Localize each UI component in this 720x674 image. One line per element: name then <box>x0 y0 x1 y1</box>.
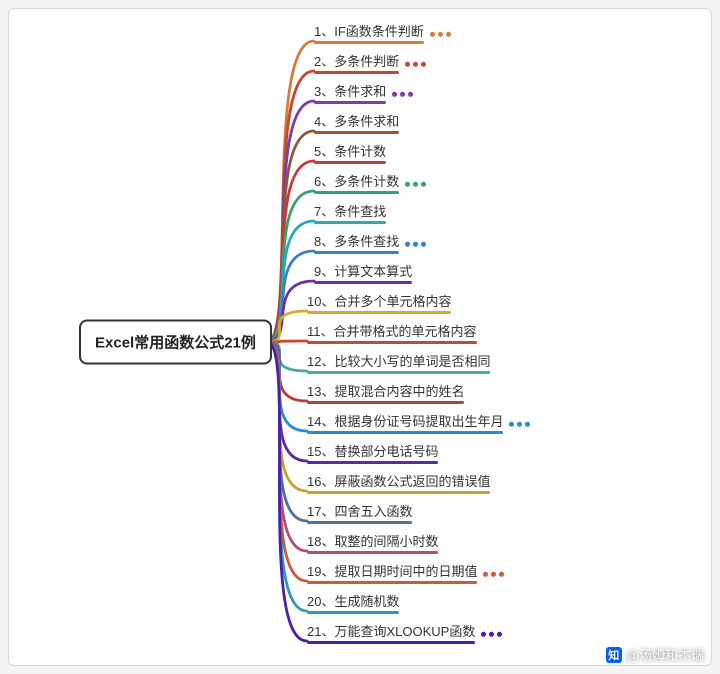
leaf-underline <box>307 401 464 404</box>
leaf-node[interactable]: 21、万能查询XLOOKUP函数 <box>307 624 475 644</box>
leaf-node[interactable]: 15、替换部分电话号码 <box>307 444 438 464</box>
leaf-underline <box>314 71 399 74</box>
leaf-node[interactable]: 17、四舍五入函数 <box>307 504 412 524</box>
leaf-label: 4、多条件求和 <box>314 114 399 129</box>
leaf-node[interactable]: 5、条件计数 <box>314 144 386 164</box>
leaf-underline <box>307 371 490 374</box>
leaf-underline <box>307 311 451 314</box>
leaf-underline <box>307 521 412 524</box>
leaf-underline <box>307 551 438 554</box>
more-dots-icon[interactable] <box>483 572 504 577</box>
leaf-underline <box>307 611 399 614</box>
leaf-label: 2、多条件判断 <box>314 54 399 69</box>
edge <box>267 341 307 342</box>
leaf-underline <box>314 41 424 44</box>
leaf-node[interactable]: 14、根据身份证号码提取出生年月 <box>307 414 503 434</box>
leaf-underline <box>307 491 490 494</box>
leaf-label: 21、万能查询XLOOKUP函数 <box>307 624 475 639</box>
leaf-node[interactable]: 18、取整的间隔小时数 <box>307 534 438 554</box>
leaf-node[interactable]: 16、屏蔽函数公式返回的错误值 <box>307 474 490 494</box>
edge <box>267 342 307 371</box>
leaf-underline <box>314 281 412 284</box>
leaf-underline <box>314 251 399 254</box>
leaf-label: 1、IF函数条件判断 <box>314 24 424 39</box>
more-dots-icon[interactable] <box>405 182 426 187</box>
more-dots-icon[interactable] <box>481 632 502 637</box>
leaf-label: 19、提取日期时间中的日期值 <box>307 564 477 579</box>
leaf-label: 16、屏蔽函数公式返回的错误值 <box>307 474 490 489</box>
leaf-label: 6、多条件计数 <box>314 174 399 189</box>
leaf-label: 11、合并带格式的单元格内容 <box>307 324 477 339</box>
leaf-underline <box>307 641 475 644</box>
edge <box>267 342 307 431</box>
leaf-node[interactable]: 1、IF函数条件判断 <box>314 24 424 44</box>
leaf-underline <box>314 131 399 134</box>
leaf-node[interactable]: 7、条件查找 <box>314 204 386 224</box>
leaf-node[interactable]: 3、条件求和 <box>314 84 386 104</box>
leaf-label: 14、根据身份证号码提取出生年月 <box>307 414 503 429</box>
edge <box>267 342 307 491</box>
leaf-label: 9、计算文本算式 <box>314 264 412 279</box>
leaf-underline <box>307 581 477 584</box>
leaf-node[interactable]: 12、比较大小写的单词是否相同 <box>307 354 490 374</box>
leaf-node[interactable]: 8、多条件查找 <box>314 234 399 254</box>
leaf-underline <box>314 191 399 194</box>
root-label: Excel常用函数公式21例 <box>95 335 256 352</box>
leaf-label: 10、合并多个单元格内容 <box>307 294 451 309</box>
leaf-label: 12、比较大小写的单词是否相同 <box>307 354 490 369</box>
zhihu-icon: 知 <box>606 647 622 663</box>
edge <box>267 342 307 581</box>
edge <box>267 342 307 521</box>
edge <box>267 342 307 551</box>
leaf-underline <box>307 461 438 464</box>
leaf-label: 20、生成随机数 <box>307 594 399 609</box>
more-dots-icon[interactable] <box>405 62 426 67</box>
more-dots-icon[interactable] <box>405 242 426 247</box>
watermark-text: @汤姆和杰瑞 <box>626 645 704 664</box>
leaf-label: 5、条件计数 <box>314 144 386 159</box>
mindmap-canvas: Excel常用函数公式21例 1、IF函数条件判断 2、多条件判断 3、条件求和 4、… <box>8 8 712 666</box>
leaf-node[interactable]: 2、多条件判断 <box>314 54 399 74</box>
leaf-label: 18、取整的间隔小时数 <box>307 534 438 549</box>
leaf-node[interactable]: 19、提取日期时间中的日期值 <box>307 564 477 584</box>
edge <box>267 342 307 641</box>
leaf-node[interactable]: 6、多条件计数 <box>314 174 399 194</box>
leaf-underline <box>314 161 386 164</box>
leaf-label: 7、条件查找 <box>314 204 386 219</box>
edge <box>267 342 307 611</box>
root-node[interactable]: Excel常用函数公式21例 <box>79 320 272 365</box>
edge <box>267 191 314 342</box>
more-dots-icon[interactable] <box>392 92 413 97</box>
leaf-underline <box>307 431 503 434</box>
leaf-node[interactable]: 4、多条件求和 <box>314 114 399 134</box>
leaf-underline <box>314 101 386 104</box>
edge <box>267 311 307 342</box>
leaf-underline <box>307 341 477 344</box>
edge <box>267 342 307 461</box>
leaf-label: 8、多条件查找 <box>314 234 399 249</box>
leaf-label: 13、提取混合内容中的姓名 <box>307 384 464 399</box>
leaf-node[interactable]: 10、合并多个单元格内容 <box>307 294 451 314</box>
leaf-node[interactable]: 13、提取混合内容中的姓名 <box>307 384 464 404</box>
edge <box>267 161 314 342</box>
watermark: 知 @汤姆和杰瑞 <box>606 645 704 664</box>
leaf-label: 15、替换部分电话号码 <box>307 444 438 459</box>
edge <box>267 342 307 401</box>
leaf-node[interactable]: 9、计算文本算式 <box>314 264 412 284</box>
leaf-underline <box>314 221 386 224</box>
leaf-node[interactable]: 11、合并带格式的单元格内容 <box>307 324 477 344</box>
leaf-label: 3、条件求和 <box>314 84 386 99</box>
leaf-node[interactable]: 20、生成随机数 <box>307 594 399 614</box>
more-dots-icon[interactable] <box>509 422 530 427</box>
leaf-label: 17、四舍五入函数 <box>307 504 412 519</box>
more-dots-icon[interactable] <box>430 32 451 37</box>
